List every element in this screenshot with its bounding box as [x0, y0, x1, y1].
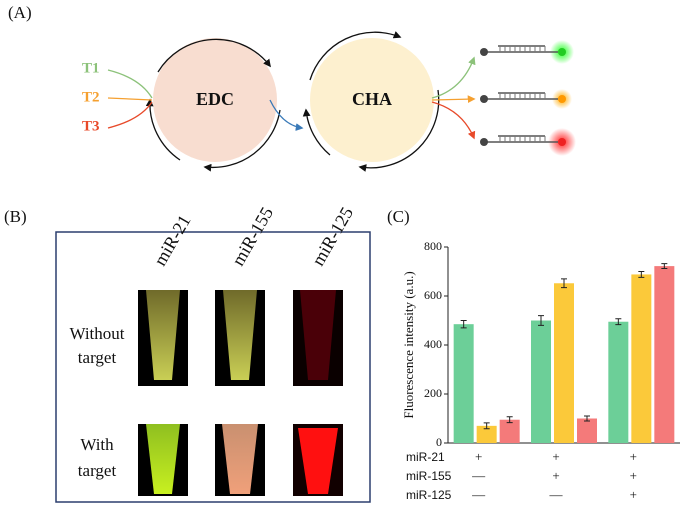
- error-bar: [483, 422, 490, 430]
- condition-mark: +: [475, 449, 482, 464]
- tube-photo: [138, 290, 343, 496]
- circle-label: EDC: [196, 89, 234, 109]
- panel-label: (A): [8, 3, 32, 22]
- panel-b: (B) miR-21 miR-155 miR-125 Without targe…: [4, 204, 371, 503]
- y-axis-label: Fluorescence intensity (a.u.): [401, 271, 416, 418]
- bar: [499, 419, 520, 443]
- bar: [476, 425, 497, 443]
- error-bar: [460, 320, 467, 329]
- output-arrow: [431, 56, 476, 99]
- input-label: T2: [82, 89, 100, 105]
- row-label: target: [78, 461, 117, 480]
- condition-name: miR-155: [406, 469, 452, 483]
- link-arrow: [269, 99, 304, 131]
- panel-c: (C) Fluorescence intensity (a.u.) 0 200 40…: [387, 207, 680, 502]
- panel-label: (C): [387, 207, 410, 226]
- y-tick-label: 600: [424, 288, 442, 302]
- bar: [531, 320, 551, 443]
- y-tick-label: 0: [436, 435, 442, 449]
- edc-circle: [153, 38, 277, 162]
- probe: [480, 40, 576, 156]
- input-label: T1: [82, 60, 100, 76]
- y-tick-label: 800: [424, 239, 442, 253]
- circle-label: CHA: [352, 89, 392, 109]
- row-label: Without: [69, 324, 124, 343]
- condition-name: miR-125: [406, 488, 452, 502]
- output-arrow: [431, 95, 476, 104]
- error-bar: [506, 416, 513, 424]
- condition-mark: —: [549, 487, 564, 502]
- condition-mark: +: [630, 468, 637, 483]
- panel-label: (B): [4, 207, 27, 226]
- error-bar: [584, 415, 590, 422]
- bar: [608, 321, 629, 443]
- y-tick-label: 200: [424, 386, 442, 400]
- bar: [554, 283, 574, 443]
- error-bar: [615, 318, 622, 326]
- output-arrow: [431, 101, 476, 140]
- condition-name: miR-21: [406, 450, 445, 464]
- condition-mark: —: [471, 468, 486, 483]
- bar: [453, 324, 474, 443]
- panel-a: (A) EDC CHA T1 T2 T3: [8, 3, 576, 172]
- input-line: [107, 101, 153, 129]
- input-line: [107, 97, 153, 101]
- input-line: [107, 69, 153, 99]
- row-label: target: [78, 348, 117, 367]
- bar: [631, 274, 652, 443]
- error-bar: [638, 271, 645, 278]
- condition-mark: +: [630, 487, 637, 502]
- condition-mark: +: [552, 449, 559, 464]
- error-bar: [561, 278, 567, 289]
- error-bar: [538, 315, 544, 326]
- input-label: T3: [82, 118, 100, 134]
- bar: [577, 418, 597, 443]
- cha-circle: [310, 38, 434, 162]
- bar: [654, 266, 675, 443]
- row-label: With: [80, 435, 114, 454]
- y-tick-label: 400: [424, 337, 442, 351]
- condition-mark: —: [471, 487, 486, 502]
- error-bar: [661, 263, 668, 270]
- cycle-arrows: [145, 31, 440, 172]
- condition-mark: +: [552, 468, 559, 483]
- condition-mark: +: [630, 449, 637, 464]
